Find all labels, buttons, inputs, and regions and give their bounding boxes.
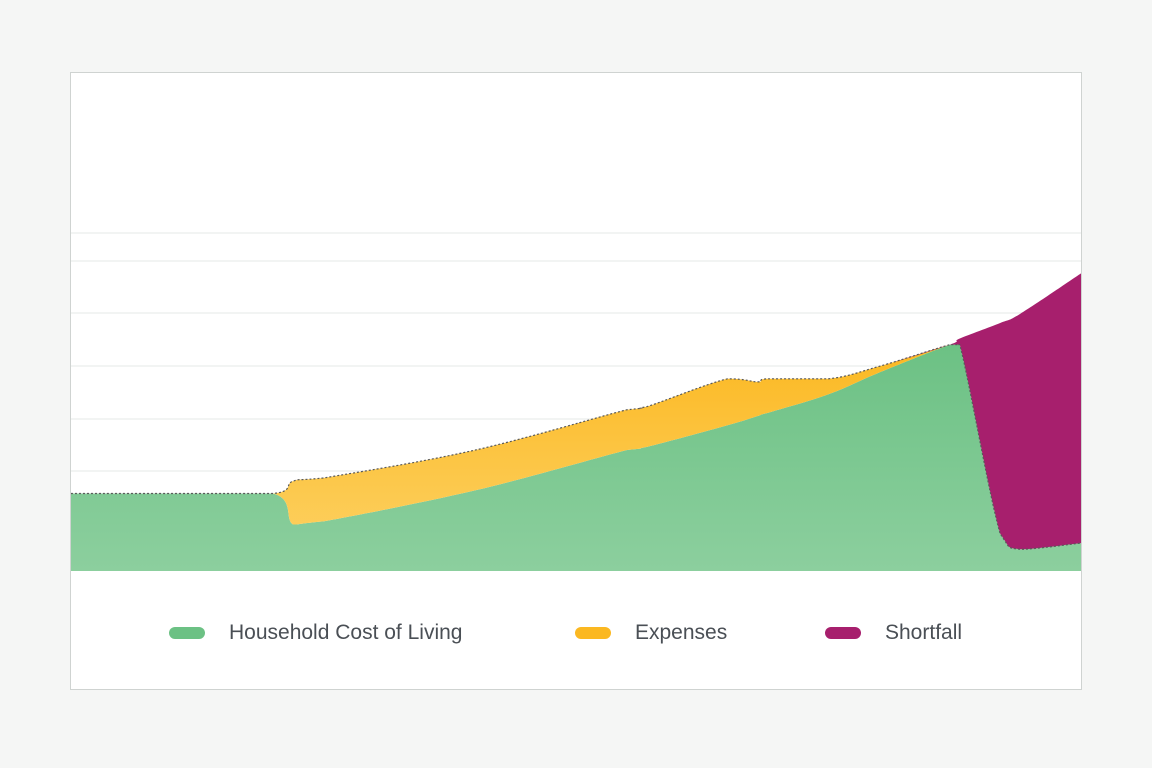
legend-swatch-yellow: [575, 627, 611, 639]
area-household-cost-of-living: [71, 344, 1081, 571]
outline: [71, 344, 1081, 550]
legend-label: Expenses: [635, 621, 728, 644]
area-chart: [71, 232, 1081, 571]
legend-label: Shortfall: [885, 621, 963, 644]
legend-label: Household Cost of Living: [229, 621, 463, 644]
chart-panel: Household Cost of Living Expenses Shortf…: [70, 72, 1082, 690]
legend: Household Cost of Living Expenses Shortf…: [71, 613, 1081, 653]
legend-swatch-green: [169, 627, 205, 639]
series-areas: [71, 273, 1081, 571]
legend-item-household-cost-of-living[interactable]: Household Cost of Living: [169, 613, 462, 653]
total-outline: [71, 344, 1081, 550]
legend-item-shortfall[interactable]: Shortfall: [825, 613, 962, 653]
legend-item-expenses[interactable]: Expenses: [575, 613, 727, 653]
legend-swatch-magenta: [825, 627, 861, 639]
area-expenses: [71, 344, 1081, 550]
